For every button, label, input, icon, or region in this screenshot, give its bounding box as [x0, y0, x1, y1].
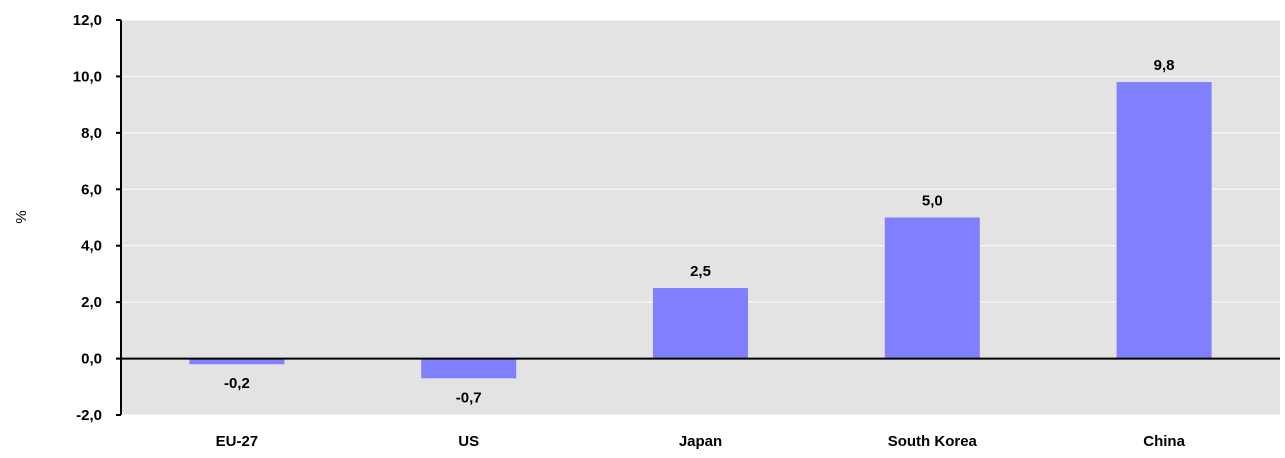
bars [189, 82, 1212, 379]
y-tick-label: 8,0 [81, 125, 102, 142]
y-tick-label: 6,0 [81, 181, 102, 198]
category-label: Japan [679, 433, 722, 450]
category-label: South Korea [888, 433, 978, 450]
category-label: US [458, 433, 479, 450]
bar-us [421, 358, 517, 379]
bar-eu-27 [189, 358, 285, 365]
y-tick-label: 4,0 [81, 238, 102, 255]
y-tick-label: 12,0 [73, 12, 102, 29]
data-label: -0,2 [224, 375, 250, 392]
category-labels: EU-27 US Japan South Korea China [216, 433, 1186, 450]
bar-south-korea [884, 217, 980, 359]
y-tick-labels: -2,0 0,0 2,0 4,0 6,0 8,0 10,0 12,0 [73, 12, 102, 424]
data-label: -0,7 [456, 389, 482, 406]
axes [116, 19, 1280, 416]
bar-china [1116, 82, 1212, 359]
y-tick-label: 2,0 [81, 294, 102, 311]
y-axis-title: % [13, 210, 30, 223]
y-tick-label: 0,0 [81, 351, 102, 368]
y-tick-label: 10,0 [73, 68, 102, 85]
category-label: China [1143, 433, 1185, 450]
data-label: 2,5 [690, 263, 711, 280]
data-labels: -0,2 -0,7 2,5 5,0 9,8 [224, 57, 1175, 406]
bar-japan [652, 288, 749, 359]
data-label: 5,0 [922, 193, 943, 210]
y-tick-label: -2,0 [76, 407, 102, 424]
category-label: EU-27 [216, 433, 259, 450]
data-label: 9,8 [1154, 57, 1175, 74]
